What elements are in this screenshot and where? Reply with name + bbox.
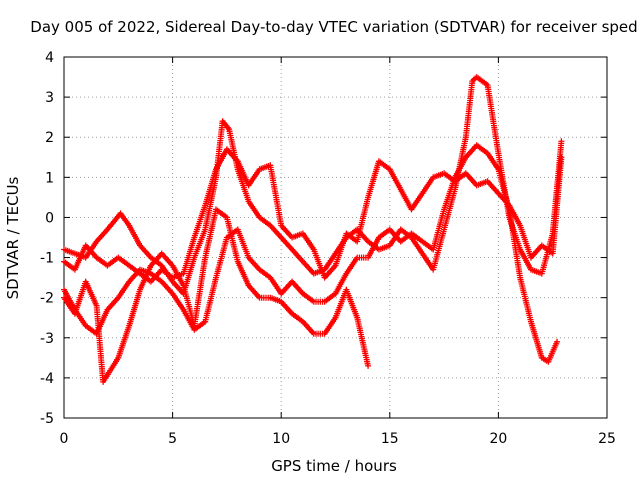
y-tick-label: 3 xyxy=(45,90,54,106)
axes: 0 5 10 15 20 25 -5 -4 -3 -2 -1 0 1 2 3 4 xyxy=(40,50,616,447)
x-axis-title: GPS time / hours xyxy=(271,457,397,475)
y-axis-title: SDTVAR / TECUs xyxy=(4,176,22,299)
y-tick-label: -4 xyxy=(40,371,54,387)
x-tick-label: 25 xyxy=(598,431,616,447)
x-tick-label: 0 xyxy=(60,431,69,447)
x-tick-label: 20 xyxy=(489,431,507,447)
plus-markers-track-b xyxy=(61,146,565,285)
y-tick-label: 0 xyxy=(45,210,54,226)
x-tick-label: 15 xyxy=(381,431,399,447)
series-track-b xyxy=(61,146,565,285)
series-track-c xyxy=(61,142,561,365)
plus-markers-track-c xyxy=(61,142,561,365)
y-tick-label: 2 xyxy=(45,130,54,146)
plus-markers-track-d xyxy=(61,206,372,385)
chart-title: Day 005 of 2022, Sidereal Day-to-day VTE… xyxy=(30,18,637,36)
x-tick-label: 10 xyxy=(272,431,290,447)
x-tick-label: 5 xyxy=(168,431,177,447)
y-tick-label: -2 xyxy=(40,291,54,307)
y-tick-label: 1 xyxy=(45,170,54,186)
y-tick-label: -5 xyxy=(40,411,54,427)
y-tick-label: -3 xyxy=(40,331,54,347)
data-markers xyxy=(61,74,565,385)
y-tick-label: 4 xyxy=(45,50,54,66)
plot-frame xyxy=(63,56,608,419)
series-track-d xyxy=(61,206,372,385)
y-tick-label: -1 xyxy=(40,251,54,267)
